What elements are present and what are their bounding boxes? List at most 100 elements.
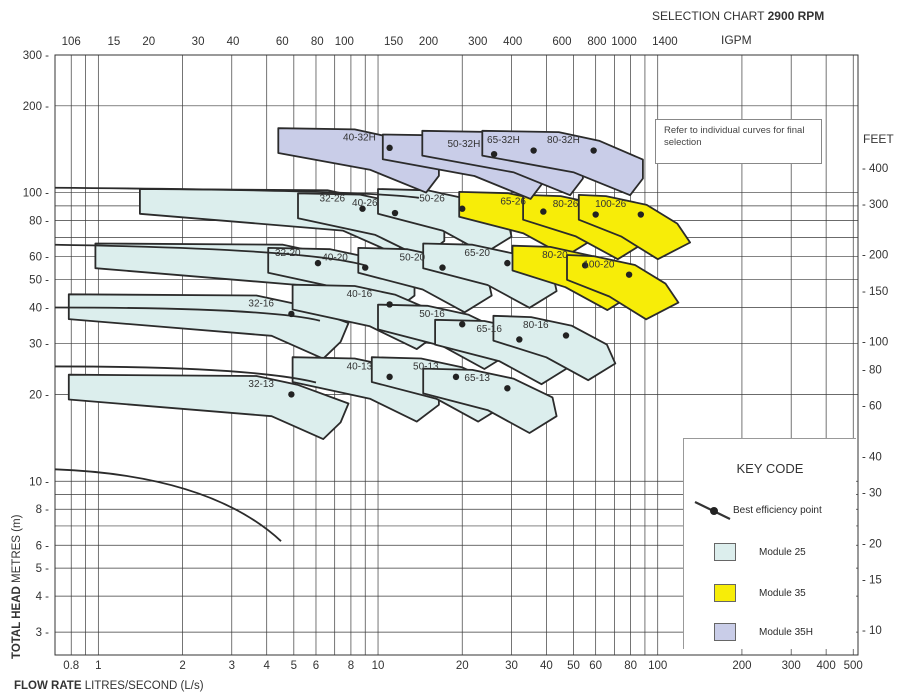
y-tick-30: 30 -: [29, 339, 49, 351]
region-32-16: [67, 293, 350, 360]
right-tick-80: - 80: [862, 365, 882, 377]
label-40-16: 40-16: [347, 289, 373, 300]
bep-40-20: [362, 264, 369, 271]
swatch-module-35h: [714, 623, 736, 641]
best-efficiency-points: [288, 144, 645, 398]
top-tick-200: 200: [419, 36, 438, 48]
label-32-16: 32-16: [248, 299, 274, 310]
label-80-16: 80-16: [523, 320, 549, 331]
y-tick-200: 200 -: [23, 101, 49, 113]
region-32-13: [67, 373, 350, 441]
x-axis-label: FLOW RATE LITRES/SECOND (L/s): [14, 680, 204, 692]
right-tick-30: - 30: [862, 487, 882, 499]
head-curve: [54, 306, 321, 322]
x-tick-1: 1: [95, 660, 101, 672]
label-40-13: 40-13: [347, 362, 373, 373]
bep-40-13: [386, 373, 393, 381]
bep-50-26: [459, 205, 466, 212]
x-axis-label-rest: LITRES/SECOND (L/s): [81, 680, 204, 692]
top-tick-600: 600: [552, 36, 571, 48]
top-tick-800: 800: [587, 36, 606, 48]
bep-50-16: [459, 321, 466, 328]
label-50-16: 50-16: [419, 309, 445, 320]
label-50-13: 50-13: [413, 362, 439, 373]
label-40-32H: 40-32H: [343, 133, 376, 144]
region-80-16: [492, 314, 617, 382]
top-tick-150: 150: [384, 36, 403, 48]
pump-regions: [67, 127, 691, 441]
top-tick-60: 60: [276, 36, 289, 48]
head-curve: [54, 365, 317, 384]
selection-rpm: 2900 RPM: [767, 9, 825, 23]
top-tick-1400: 1400: [652, 36, 678, 48]
bep-80-26: [592, 211, 599, 218]
bep-65-13: [504, 385, 511, 392]
bep-32-16: [288, 310, 295, 318]
selection-chart-title: SELECTION CHART 2900 RPM: [652, 9, 824, 23]
note-text: Refer to individual curves for final sel…: [664, 125, 805, 148]
right-tick-40: - 40: [862, 451, 882, 463]
y-tick-10: 10 -: [29, 476, 49, 488]
bep-100-20: [625, 271, 633, 278]
key-module-35: Module 35: [759, 588, 806, 599]
head-curve: [54, 243, 366, 267]
label-80-32H: 80-32H: [547, 135, 580, 146]
x-axis-label-bold: FLOW RATE: [14, 680, 82, 692]
bep-32-20: [314, 259, 322, 267]
x-tick-200: 200: [732, 660, 751, 672]
bep-50-13: [452, 373, 460, 381]
label-65-26: 65-26: [500, 196, 526, 207]
label-32-13: 32-13: [248, 379, 274, 390]
right-tick-400: - 400: [862, 163, 888, 175]
label-32-26: 32-26: [320, 193, 346, 204]
bep-50-32H: [490, 150, 498, 158]
label-50-32H: 50-32H: [448, 139, 481, 150]
right-tick-20: - 20: [862, 538, 882, 550]
y-tick-60: 60 -: [29, 252, 49, 264]
y-tick-5: 5 -: [36, 563, 50, 575]
bep-50-20: [439, 264, 446, 271]
plot-frame: [54, 54, 859, 656]
bep-40-16: [386, 301, 393, 308]
x-tick-40: 40: [540, 660, 553, 672]
label-100-20: 100-20: [583, 259, 615, 270]
label-50-26: 50-26: [419, 193, 445, 204]
label-50-20: 50-20: [400, 252, 426, 263]
right-tick-15: - 15: [862, 574, 882, 586]
top-tick-1000: 1000: [611, 36, 637, 48]
right-tick-150: - 150: [862, 286, 888, 298]
bep-80-32H: [590, 147, 597, 154]
right-axis-unit: FEET: [863, 132, 894, 146]
y-axis-label-rest: METRES (m): [11, 514, 23, 587]
y-tick-6: 6 -: [36, 540, 50, 552]
region-80-32H: [481, 129, 644, 197]
x-tick-5: 5: [291, 660, 297, 672]
bep-80-16: [562, 332, 570, 339]
region-65-13: [422, 367, 558, 434]
x-tick-50: 50: [567, 660, 580, 672]
x-tick-60: 60: [589, 660, 602, 672]
bep-65-26: [540, 208, 547, 215]
bep-40-26: [391, 209, 399, 217]
x-tick-0.8: 0.8: [63, 660, 79, 672]
label-65-13: 65-13: [464, 373, 490, 384]
top-tick-400: 400: [503, 36, 522, 48]
x-tick-30: 30: [505, 660, 518, 672]
key-title: KEY CODE: [736, 461, 804, 476]
right-tick-200: - 200: [862, 250, 888, 262]
axis-ticks: 0.8 1 2 3 4 5 6 8 10 20 30 40 50 60 80 100 200 300 400 500 3…: [23, 36, 888, 672]
y-tick-40: 40 -: [29, 303, 49, 315]
top-tick-20: 20: [142, 36, 155, 48]
key-module-25: Module 25: [759, 547, 806, 558]
label-40-20: 40-20: [322, 252, 348, 263]
label-80-20: 80-20: [542, 250, 568, 261]
label-80-26: 80-26: [553, 199, 579, 210]
region-100-26: [577, 193, 691, 261]
y-tick-4: 4 -: [36, 591, 50, 603]
x-tick-300: 300: [782, 660, 801, 672]
swatch-module-25: [714, 543, 736, 561]
right-tick-300: - 300: [862, 199, 888, 211]
bep-32-26: [359, 205, 366, 212]
head-curve: [54, 186, 420, 199]
label-40-26: 40-26: [352, 198, 378, 209]
